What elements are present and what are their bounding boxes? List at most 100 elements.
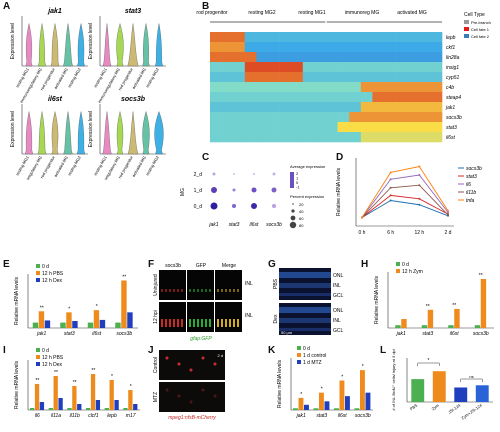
series-point [389, 171, 392, 174]
legend-swatch [464, 34, 469, 38]
col-label: socs3b [165, 263, 181, 269]
sig-mark: * [68, 306, 70, 312]
violin-3 [63, 23, 73, 67]
legend-label: stat3 [466, 174, 477, 180]
heat-cell [337, 82, 350, 93]
bar [39, 402, 45, 410]
bar [313, 408, 319, 410]
heat-cell [233, 132, 246, 143]
heat-cell [314, 82, 327, 93]
panel-j: J Control MTZ 2 d mpeg1:nfsB-mCherry [145, 344, 265, 427]
heat-cell [279, 102, 292, 113]
legend-swatch [297, 353, 301, 357]
layer-label: INL [245, 281, 253, 287]
bar [90, 374, 96, 410]
bar-chart-k: Relative mRNA levels * jak1 * stat3 * il6st * so… [277, 346, 373, 419]
bar [421, 325, 428, 328]
heat-cell [349, 132, 362, 143]
x-tick: Zym [431, 402, 441, 411]
heat-cell [279, 42, 292, 53]
violin-4 [155, 23, 163, 67]
series-point [361, 216, 363, 219]
violin-1 [38, 23, 46, 67]
violin-title: socs3b [121, 96, 146, 103]
heat-cell [326, 132, 338, 143]
heat-cell [268, 82, 280, 93]
panel-k-label: K [268, 345, 276, 356]
heat-cell [279, 32, 292, 43]
pct-dot [290, 215, 296, 221]
heat-cell [233, 122, 246, 133]
heat-cell [349, 72, 362, 83]
micrograph-g: PBS ONL INL GCL Dex ONL INL GCL 50 µm [273, 268, 344, 335]
group-label: resting MG2 [67, 66, 83, 88]
cell-signal [161, 289, 163, 292]
dot [272, 204, 276, 208]
panel-b: B rod progenitor resting MG2 resting MG1 im… [172, 0, 500, 148]
dot [251, 187, 257, 193]
heat-cell [314, 92, 327, 103]
bar-chart-l: # of INL BrdU⁺ cells/ injury at 3 dpi PBS… [391, 349, 493, 421]
heat-cell [210, 62, 222, 73]
heat-cell [407, 122, 420, 133]
heat-cell [279, 82, 292, 93]
gene-label-socs3b: socs3b [446, 115, 462, 121]
group-label: resting MG2 [145, 66, 161, 88]
legend-swatch [396, 262, 400, 266]
series-point [418, 203, 421, 206]
avg-legend-title: Average expression [290, 164, 325, 169]
bar [365, 392, 371, 410]
heat-cell [384, 122, 396, 133]
col-label: Merge [222, 263, 236, 269]
violin-2 [127, 23, 139, 67]
heat-cell [268, 122, 280, 133]
cell-signal [165, 319, 167, 327]
heat-cell [349, 82, 362, 93]
panel-g-label: G [268, 259, 276, 270]
heat-cell [279, 52, 292, 63]
bar [95, 400, 101, 410]
cell-signal [205, 289, 207, 292]
heat-cell [372, 132, 385, 143]
x-tick-il6st: il6st [338, 413, 348, 419]
heat-cell [372, 72, 385, 83]
legend-label: tnfa [466, 198, 475, 204]
cell-signal [189, 289, 191, 292]
heat-cell [360, 62, 373, 73]
heat-cell [233, 102, 246, 113]
cell-signal [165, 388, 169, 392]
sig-bracket [417, 362, 440, 366]
series-point [418, 165, 421, 168]
panel-a: A jak1 Expression level resting MG1 immunor… [0, 0, 172, 192]
x-tick-clcf1: clcf1 [88, 413, 99, 419]
avg-tick: -1 [296, 185, 300, 190]
col-label-il6st: il6st [250, 222, 260, 228]
legend-label: 12 h Dex [42, 362, 63, 368]
heat-cell [268, 112, 280, 123]
heat-cell [372, 102, 385, 113]
x-tick-lepb: lepb [107, 413, 117, 419]
sig-mark: * [428, 358, 430, 364]
series-point [418, 174, 421, 176]
legend-swatch [36, 355, 40, 359]
bar [67, 408, 72, 410]
heat-cell [244, 32, 257, 43]
image-tile [159, 382, 225, 412]
heat-cell [233, 52, 246, 63]
heat-cell [407, 42, 420, 53]
gene-label-c4b: c4b [446, 85, 454, 91]
heat-cell [279, 112, 292, 123]
heat-cell [384, 32, 396, 43]
bar-Zym [432, 371, 446, 402]
heat-cell [302, 112, 315, 123]
cell-signal [165, 356, 169, 360]
heat-cell [326, 112, 338, 123]
sig-mark: ** [40, 305, 44, 311]
x-tick-socs3b: socs3b [473, 331, 489, 337]
heat-cell [430, 62, 443, 73]
panel-d-label: D [336, 152, 344, 163]
bar [401, 319, 407, 328]
heat-cell [372, 112, 385, 123]
bar [360, 370, 365, 410]
